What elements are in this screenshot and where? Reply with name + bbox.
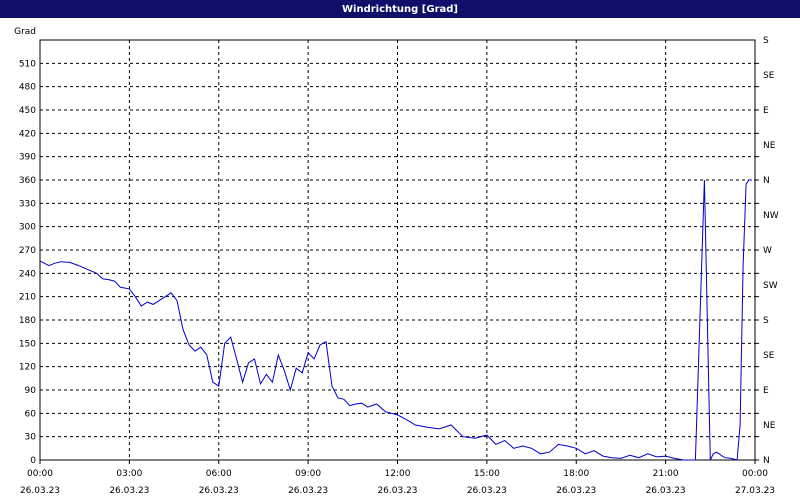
y-tick-label: 450 (19, 106, 36, 116)
y-tick-label: 120 (19, 363, 36, 373)
y-tick-label: 360 (19, 176, 36, 186)
right-axis-label: NW (763, 211, 779, 221)
y-tick-label: 210 (19, 293, 36, 303)
y-tick-label: 0 (30, 456, 36, 466)
x-tick-time-label: 03:00 (116, 469, 142, 479)
right-axis-label: N (763, 176, 770, 186)
x-tick-time-label: 15:00 (474, 469, 500, 479)
x-tick-time-label: 21:00 (653, 469, 679, 479)
x-tick-time-label: 12:00 (385, 469, 411, 479)
right-axis-label: SE (763, 351, 775, 361)
x-tick-date-label: 26.03.23 (109, 486, 149, 496)
right-axis-label: NE (763, 141, 776, 151)
right-axis-label: S (763, 36, 769, 46)
y-tick-label: 420 (19, 129, 36, 139)
y-tick-label: 510 (19, 59, 36, 69)
right-axis-label: SE (763, 71, 775, 81)
x-tick-date-label: 26.03.23 (199, 486, 239, 496)
right-axis-label: E (763, 106, 769, 116)
y-tick-label: 150 (19, 339, 36, 349)
y-tick-label: 90 (25, 386, 37, 396)
x-tick-date-label: 26.03.23 (288, 486, 328, 496)
x-tick-date-label: 26.03.23 (556, 486, 596, 496)
y-tick-label: 480 (19, 83, 36, 93)
y-axis-label: Grad (14, 27, 36, 37)
y-tick-label: 270 (19, 246, 36, 256)
series-line-wind-direction (39, 179, 752, 461)
y-tick-label: 180 (19, 316, 36, 326)
x-tick-date-label: 26.03.23 (20, 486, 60, 496)
right-axis-label: W (763, 246, 772, 256)
y-tick-label: 330 (19, 199, 36, 209)
right-axis-label: E (763, 386, 769, 396)
right-axis-label: SW (763, 281, 778, 291)
x-tick-time-label: 00:00 (27, 469, 53, 479)
x-tick-date-label: 26.03.23 (646, 486, 686, 496)
y-tick-label: 300 (19, 223, 36, 233)
x-tick-time-label: 18:00 (563, 469, 589, 479)
x-tick-date-label: 26.03.23 (377, 486, 417, 496)
chart-title: Windrichtung [Grad] (0, 0, 800, 18)
y-tick-label: 60 (25, 409, 37, 419)
x-tick-time-label: 09:00 (295, 469, 321, 479)
x-tick-time-label: 06:00 (206, 469, 232, 479)
x-tick-time-label: 00:00 (742, 469, 768, 479)
y-tick-label: 390 (19, 153, 36, 163)
right-axis-label: S (763, 316, 769, 326)
y-tick-label: 30 (25, 433, 37, 443)
y-tick-label: 240 (19, 269, 36, 279)
right-axis-label: NE (763, 421, 776, 431)
x-tick-date-label: 27.03.23 (735, 486, 775, 496)
x-tick-date-label: 26.03.23 (467, 486, 507, 496)
right-axis-label: N (763, 456, 770, 466)
